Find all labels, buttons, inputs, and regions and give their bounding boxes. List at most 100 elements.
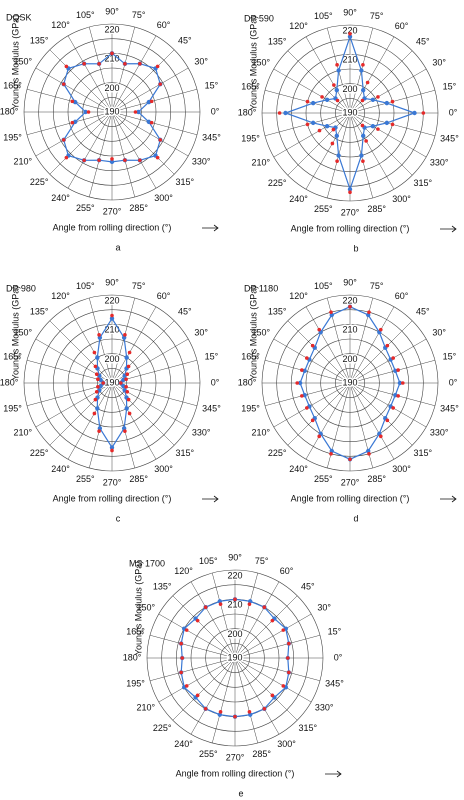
angle-tick-label: 90°: [105, 277, 119, 287]
angle-tick-label: 150°: [13, 56, 32, 66]
angle-tick-label: 345°: [440, 133, 459, 143]
data-point: [270, 618, 275, 623]
angle-tick-label: 90°: [105, 6, 119, 16]
data-point: [347, 187, 353, 192]
data-point: [281, 628, 286, 632]
data-point: [94, 372, 99, 377]
spoke: [349, 320, 413, 384]
angle-tick-label: 45°: [416, 37, 430, 47]
spoke: [211, 657, 236, 744]
angle-tick-label: 285°: [367, 474, 386, 484]
data-point: [376, 95, 380, 99]
angle-tick-label: 45°: [416, 307, 430, 317]
angle-tick-label: 15°: [443, 351, 457, 361]
spoke: [305, 306, 351, 384]
angle-tick-label: 30°: [194, 56, 208, 66]
spoke: [234, 634, 321, 659]
angle-tick-label: 120°: [51, 20, 70, 30]
data-point: [359, 68, 364, 73]
angle-tick-label: 180°: [0, 106, 19, 116]
spoke: [349, 50, 413, 114]
angle-tick-label: 75°: [255, 556, 269, 566]
data-point: [332, 83, 336, 87]
data-point: [70, 120, 75, 125]
spoke: [88, 26, 113, 113]
angle-tick-label: 285°: [367, 204, 386, 214]
spoke: [264, 382, 351, 407]
spoke: [264, 359, 351, 384]
angle-tick-label: 195°: [241, 133, 260, 143]
data-point: [110, 448, 114, 453]
data-point: [203, 707, 208, 711]
data-point: [96, 384, 100, 389]
data-point: [64, 64, 69, 69]
angle-tick-label: 315°: [176, 448, 195, 458]
caption: a: [115, 242, 120, 252]
r-tick-label: 210: [342, 325, 357, 335]
spoke: [349, 382, 436, 407]
angle-tick-label: 255°: [314, 204, 333, 214]
angle-tick-label: 15°: [443, 81, 457, 91]
r-tick-label: 200: [104, 354, 119, 364]
data-point: [96, 377, 100, 382]
data-point: [324, 97, 330, 103]
angle-tick-label: 90°: [343, 277, 357, 287]
data-point: [233, 714, 237, 719]
data-point: [97, 158, 101, 162]
angle-tick-label: 270°: [341, 207, 360, 217]
angle-tick-label: 225°: [30, 448, 49, 458]
angle-tick-label: 195°: [3, 132, 22, 142]
angle-tick-label: 75°: [132, 10, 146, 20]
angle-tick-label: 135°: [268, 37, 287, 47]
angle-tick-label: 300°: [277, 739, 296, 749]
angle-tick-label: 120°: [289, 21, 308, 31]
x-axis-label: Angle from rolling direction (°): [53, 222, 172, 232]
caption: d: [353, 513, 358, 523]
angle-tick-label: 270°: [103, 206, 122, 216]
y-axis-label: Young's Modulus (GPa): [10, 286, 20, 380]
data-point: [361, 87, 366, 93]
angle-tick-label: 30°: [194, 327, 208, 337]
x-axis-label: Angle from rolling direction (°): [291, 223, 410, 233]
angle-tick-label: 120°: [289, 291, 308, 301]
chart-title: DP 590: [244, 13, 274, 23]
angle-tick-label: 105°: [314, 11, 333, 21]
data-point: [305, 122, 310, 127]
data-point: [110, 51, 114, 56]
data-point: [361, 133, 366, 139]
spoke: [49, 382, 113, 446]
data-point: [305, 356, 309, 360]
spoke: [111, 382, 175, 446]
data-point: [180, 656, 184, 660]
data-point: [310, 100, 316, 106]
angle-tick-label: 165°: [241, 351, 260, 361]
spoke: [49, 111, 113, 175]
data-point: [379, 327, 383, 332]
r-tick-label: 210: [342, 55, 357, 65]
data-point: [158, 82, 163, 86]
x-axis-label: Angle from rolling direction (°): [176, 768, 295, 778]
angle-tick-label: 210°: [13, 427, 32, 437]
spoke: [273, 112, 351, 158]
spoke: [111, 111, 189, 157]
spoke: [111, 26, 136, 113]
data-point: [124, 355, 129, 360]
caption: e: [238, 788, 243, 798]
data-point: [385, 418, 390, 423]
data-point: [310, 120, 316, 126]
data-point: [218, 602, 223, 606]
spoke: [111, 306, 157, 384]
r-tick-label: 220: [342, 295, 357, 305]
angle-tick-label: 75°: [370, 11, 384, 21]
data-point: [364, 139, 368, 143]
angle-tick-label: 300°: [154, 193, 173, 203]
data-point: [348, 190, 352, 194]
angle-tick-label: 225°: [268, 448, 287, 458]
data-point: [396, 368, 400, 372]
angle-tick-label: 195°: [241, 403, 260, 413]
angle-tick-label: 345°: [202, 132, 221, 142]
data-point: [155, 155, 160, 160]
angle-tick-label: 240°: [51, 464, 70, 474]
data-point: [295, 381, 300, 385]
